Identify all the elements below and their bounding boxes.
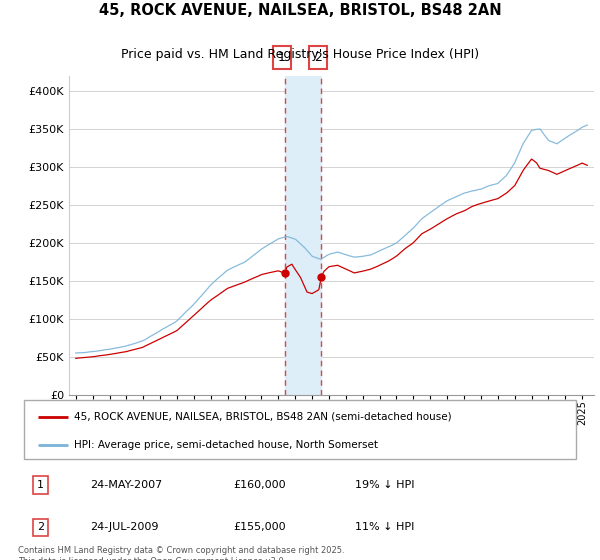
- Text: Price paid vs. HM Land Registry's House Price Index (HPI): Price paid vs. HM Land Registry's House …: [121, 48, 479, 61]
- Text: 11% ↓ HPI: 11% ↓ HPI: [355, 522, 415, 533]
- Text: 1: 1: [278, 51, 286, 64]
- Text: 2: 2: [37, 522, 44, 533]
- Text: 1: 1: [37, 480, 44, 490]
- Text: 19% ↓ HPI: 19% ↓ HPI: [355, 480, 415, 490]
- FancyBboxPatch shape: [24, 400, 576, 459]
- Text: £155,000: £155,000: [234, 522, 286, 533]
- Text: 24-JUL-2009: 24-JUL-2009: [90, 522, 159, 533]
- Text: 2: 2: [314, 51, 322, 64]
- Text: HPI: Average price, semi-detached house, North Somerset: HPI: Average price, semi-detached house,…: [74, 440, 377, 450]
- Text: 45, ROCK AVENUE, NAILSEA, BRISTOL, BS48 2AN (semi-detached house): 45, ROCK AVENUE, NAILSEA, BRISTOL, BS48 …: [74, 412, 451, 422]
- Bar: [285, 76, 322, 395]
- Text: 24-MAY-2007: 24-MAY-2007: [90, 480, 163, 490]
- Text: £160,000: £160,000: [234, 480, 286, 490]
- Text: Contains HM Land Registry data © Crown copyright and database right 2025.
This d: Contains HM Land Registry data © Crown c…: [18, 547, 344, 560]
- Text: 45, ROCK AVENUE, NAILSEA, BRISTOL, BS48 2AN: 45, ROCK AVENUE, NAILSEA, BRISTOL, BS48 …: [98, 3, 502, 18]
